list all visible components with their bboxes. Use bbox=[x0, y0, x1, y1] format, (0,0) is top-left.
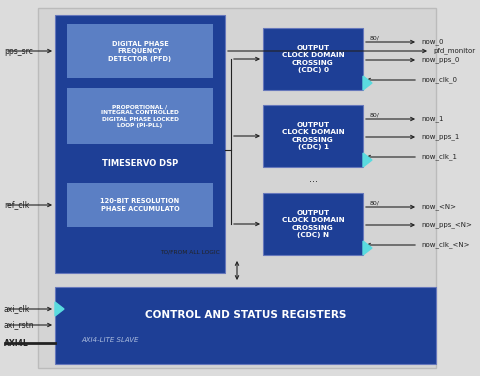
Bar bbox=[67, 88, 213, 144]
Text: ...: ... bbox=[309, 174, 317, 184]
Text: now_clk_<N>: now_clk_<N> bbox=[421, 242, 469, 249]
Text: 80/: 80/ bbox=[370, 200, 380, 206]
Text: PROPORTIONAL /
INTEGRAL CONTROLLED
DIGITAL PHASE LOCKED
LOOP (PI-PLL): PROPORTIONAL / INTEGRAL CONTROLLED DIGIT… bbox=[101, 104, 179, 128]
Text: AXI4-LITE SLAVE: AXI4-LITE SLAVE bbox=[81, 337, 139, 343]
Polygon shape bbox=[363, 153, 372, 167]
Bar bbox=[55, 15, 225, 273]
Bar bbox=[38, 8, 436, 368]
Polygon shape bbox=[363, 241, 372, 255]
Text: CONTROL AND STATUS REGISTERS: CONTROL AND STATUS REGISTERS bbox=[145, 311, 346, 320]
Text: OUTPUT
CLOCK DOMAIN
CROSSING
(CDC) 0: OUTPUT CLOCK DOMAIN CROSSING (CDC) 0 bbox=[282, 45, 344, 73]
Text: now_0: now_0 bbox=[421, 39, 444, 45]
Bar bbox=[67, 24, 213, 78]
Text: OUTPUT
CLOCK DOMAIN
CROSSING
(CDC) 1: OUTPUT CLOCK DOMAIN CROSSING (CDC) 1 bbox=[282, 122, 344, 150]
Text: axi_clk: axi_clk bbox=[4, 305, 30, 314]
Text: pfd_monitor: pfd_monitor bbox=[433, 48, 475, 55]
Text: 80/: 80/ bbox=[370, 112, 380, 117]
Text: axi_rstn: axi_rstn bbox=[4, 320, 35, 329]
Text: ref_clk: ref_clk bbox=[4, 200, 29, 209]
Text: now_pps_1: now_pps_1 bbox=[421, 133, 459, 140]
Bar bbox=[263, 105, 363, 167]
Bar bbox=[263, 28, 363, 90]
Text: TIMESERVO DSP: TIMESERVO DSP bbox=[102, 159, 178, 167]
Text: DIGITAL PHASE
FREQUENCY
DETECTOR (PFD): DIGITAL PHASE FREQUENCY DETECTOR (PFD) bbox=[108, 41, 171, 62]
Bar bbox=[67, 183, 213, 227]
Bar bbox=[55, 287, 436, 364]
Polygon shape bbox=[363, 76, 372, 90]
Polygon shape bbox=[55, 302, 64, 316]
Text: 80/: 80/ bbox=[370, 35, 380, 41]
Text: AXI4L: AXI4L bbox=[4, 338, 29, 347]
Text: now_1: now_1 bbox=[421, 116, 444, 122]
Text: 120-BIT RESOLUTION
PHASE ACCUMULATO: 120-BIT RESOLUTION PHASE ACCUMULATO bbox=[100, 198, 180, 212]
Text: TO/FROM ALL LOGIC: TO/FROM ALL LOGIC bbox=[160, 250, 220, 255]
Bar bbox=[263, 193, 363, 255]
Text: OUTPUT
CLOCK DOMAIN
CROSSING
(CDC) N: OUTPUT CLOCK DOMAIN CROSSING (CDC) N bbox=[282, 210, 344, 238]
Text: now_pps_<N>: now_pps_<N> bbox=[421, 221, 472, 228]
Text: now_clk_1: now_clk_1 bbox=[421, 154, 457, 161]
Text: now_<N>: now_<N> bbox=[421, 204, 456, 211]
Text: now_clk_0: now_clk_0 bbox=[421, 77, 457, 83]
Text: now_pps_0: now_pps_0 bbox=[421, 57, 459, 64]
Text: pps_src: pps_src bbox=[4, 47, 33, 56]
